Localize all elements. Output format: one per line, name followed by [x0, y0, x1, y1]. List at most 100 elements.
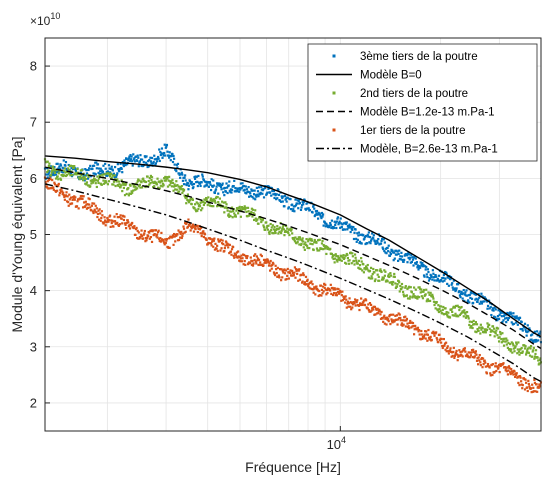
- series-point: [421, 297, 425, 300]
- series-point: [245, 188, 249, 191]
- series-point: [107, 172, 110, 175]
- series-point: [431, 293, 434, 296]
- series-point: [58, 191, 61, 195]
- series-point: [171, 234, 175, 237]
- series-point: [221, 242, 224, 245]
- series-point: [122, 215, 125, 218]
- series-point: [441, 308, 444, 311]
- series-point: [387, 250, 390, 253]
- series-point: [313, 286, 316, 289]
- series-point: [126, 219, 129, 222]
- series-point: [128, 155, 131, 158]
- series-point: [310, 239, 314, 242]
- series-point: [291, 209, 294, 212]
- series-point: [214, 201, 217, 204]
- series-point: [256, 218, 259, 221]
- series-point: [470, 349, 474, 352]
- series-point: [254, 194, 257, 197]
- series-point: [437, 310, 441, 314]
- series-point: [274, 264, 277, 267]
- series-point: [505, 343, 508, 346]
- series-point: [336, 290, 340, 294]
- series-point: [273, 272, 276, 276]
- series-point: [350, 225, 353, 228]
- series-point: [520, 346, 523, 350]
- series-point: [339, 226, 342, 229]
- series-point: [139, 186, 142, 189]
- series-point: [302, 240, 305, 243]
- series-point: [290, 274, 293, 277]
- series-point: [366, 263, 369, 267]
- series-point: [486, 325, 490, 328]
- series-point: [256, 257, 260, 260]
- series-point: [171, 160, 175, 164]
- series-point: [538, 332, 541, 335]
- series-point: [168, 237, 171, 240]
- series-point: [83, 179, 86, 182]
- series-point: [499, 364, 502, 368]
- series-point: [50, 171, 53, 174]
- series-point: [306, 278, 309, 281]
- series-point: [507, 316, 511, 320]
- series-point: [259, 261, 262, 264]
- series-point: [177, 229, 180, 232]
- series-point: [104, 224, 107, 227]
- series-point: [180, 230, 183, 233]
- series-point: [228, 243, 231, 246]
- legend-label: 2nd tiers de la poutre: [360, 88, 468, 100]
- series-point: [349, 305, 352, 308]
- series-point: [142, 177, 145, 180]
- series-point: [67, 204, 70, 207]
- series-point: [532, 349, 535, 352]
- series-point: [127, 194, 130, 197]
- series-point: [496, 334, 499, 337]
- series-point: [104, 179, 107, 182]
- series-point: [180, 171, 183, 174]
- series-point: [456, 304, 459, 307]
- series-point: [141, 234, 144, 238]
- series-point: [515, 373, 518, 377]
- series-point: [358, 241, 361, 245]
- series-point: [115, 222, 118, 225]
- series-point: [131, 191, 134, 194]
- series-point: [346, 300, 349, 303]
- series-point: [506, 366, 509, 369]
- series-point: [81, 176, 84, 179]
- series-point: [350, 308, 353, 311]
- series-point: [272, 193, 275, 196]
- series-point: [486, 322, 489, 325]
- series-point: [166, 177, 169, 180]
- series-point: [265, 261, 268, 264]
- legend-item: Modèle, B=2.6e-13 m.Pa-1: [316, 144, 498, 156]
- series-point: [168, 175, 171, 178]
- series-point: [66, 195, 69, 198]
- series-point: [514, 345, 517, 348]
- series-point: [271, 224, 274, 227]
- series-point: [213, 248, 217, 251]
- series-point: [399, 258, 402, 261]
- series-point: [464, 350, 467, 353]
- series-point: [214, 242, 217, 245]
- series-point: [117, 168, 120, 171]
- series-point: [463, 293, 466, 296]
- series-point: [232, 184, 235, 188]
- series-point: [54, 170, 57, 173]
- series-point: [228, 251, 231, 255]
- series-point: [165, 176, 169, 179]
- series-point: [399, 316, 402, 320]
- series-point: [360, 260, 363, 263]
- series-point: [451, 354, 454, 357]
- series-point: [462, 315, 465, 318]
- series-point: [443, 344, 446, 347]
- series-point: [90, 209, 93, 212]
- series-point: [247, 210, 250, 213]
- series-point: [80, 197, 83, 200]
- series-point: [357, 234, 360, 237]
- series-point: [417, 268, 420, 271]
- series-point: [318, 249, 321, 252]
- series-point: [340, 299, 343, 302]
- series-point: [342, 228, 345, 231]
- series-point: [350, 301, 353, 304]
- legend-item: Modèle B=1.2e-13 m.Pa-1: [316, 107, 495, 119]
- series-point: [381, 237, 384, 240]
